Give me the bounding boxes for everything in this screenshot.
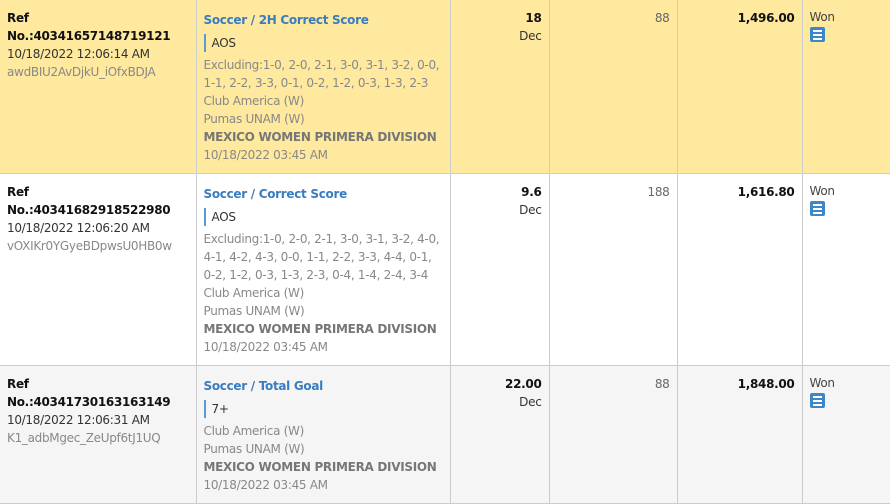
stake-cell: 88 [549,365,678,504]
match-time: 10/18/2022 03:45 AM [203,340,329,354]
odds-format: Dec [519,203,542,217]
excluding-scores: Excluding:1-0, 2-0, 2-1, 3-0, 3-1, 3-2, … [203,232,440,282]
league-name: MEXICO WOMEN PRIMERA DIVISION [203,322,437,336]
status-cell: Won [802,173,890,366]
market-link[interactable]: Soccer / Total Goal [203,379,324,393]
bet-token: vOXIKr0YGyeBDpwsU0HB0w [7,239,172,253]
status-text: Won [809,10,836,24]
ref-cell: Ref No.:40341730163163149 10/18/2022 12:… [0,365,197,504]
odds-value: 9.6 [521,185,542,199]
market-link[interactable]: Soccer / Correct Score [203,187,348,201]
away-team: Pumas UNAM (W) [203,112,305,126]
league-name: MEXICO WOMEN PRIMERA DIVISION [203,130,437,144]
selection: 7+ [203,400,443,418]
league-name: MEXICO WOMEN PRIMERA DIVISION [203,460,437,474]
away-team: Pumas UNAM (W) [203,304,305,318]
payout-cell: 1,848.00 [677,365,803,504]
ref-number: Ref No.:40341682918522980 [7,185,171,217]
status-text: Won [809,376,836,390]
odds-value: 22.00 [505,377,542,391]
match-time: 10/18/2022 03:45 AM [203,478,329,492]
receipt-icon[interactable] [809,393,825,408]
bet-token: awdBIU2AvDjkU_iOfxBDJA [7,65,156,79]
market-link[interactable]: Soccer / 2H Correct Score [203,13,369,27]
stake: 88 [654,11,670,25]
payout-cell: 1,496.00 [677,0,803,174]
payout: 1,616.80 [737,185,795,199]
away-team: Pumas UNAM (W) [203,442,305,456]
stake-cell: 88 [549,0,678,174]
bet-token: K1_adbMgec_ZeUpf6tJ1UQ [7,431,161,445]
selection-cell: Soccer / Correct Score AOS Excluding:1-0… [196,173,451,366]
bet-row: Ref No.:40341657148719121 10/18/2022 12:… [0,0,890,174]
selection-cell: Soccer / Total Goal 7+ Club America (W) … [196,365,451,504]
status-text: Won [809,184,836,198]
receipt-icon[interactable] [809,27,825,42]
payout-cell: 1,616.80 [677,173,803,366]
selection: AOS [203,34,443,52]
ref-cell: Ref No.:40341657148719121 10/18/2022 12:… [0,0,197,174]
ref-cell: Ref No.:40341682918522980 10/18/2022 12:… [0,173,197,366]
odds-cell: 18 Dec [450,0,550,174]
stake-cell: 188 [549,173,678,366]
payout: 1,496.00 [737,11,795,25]
selection-cell: Soccer / 2H Correct Score AOS Excluding:… [196,0,451,174]
stake: 188 [647,185,670,199]
status-cell: Won [802,0,890,174]
odds-format: Dec [519,29,542,43]
bet-row: Ref No.:40341682918522980 10/18/2022 12:… [0,173,890,366]
stake: 88 [654,377,670,391]
home-team: Club America (W) [203,286,305,300]
status-cell: Won [802,365,890,504]
receipt-icon[interactable] [809,201,825,216]
bet-datetime: 10/18/2022 12:06:14 AM [7,47,150,61]
payout: 1,848.00 [737,377,795,391]
ref-number: Ref No.:40341657148719121 [7,11,171,43]
selection: AOS [203,208,443,226]
home-team: Club America (W) [203,94,305,108]
odds-cell: 9.6 Dec [450,173,550,366]
match-time: 10/18/2022 03:45 AM [203,148,329,162]
bet-row: Ref No.:40341730163163149 10/18/2022 12:… [0,365,890,504]
bet-datetime: 10/18/2022 12:06:31 AM [7,413,150,427]
ref-number: Ref No.:40341730163163149 [7,377,171,409]
odds-value: 18 [525,11,542,25]
home-team: Club America (W) [203,424,305,438]
bet-datetime: 10/18/2022 12:06:20 AM [7,221,150,235]
excluding-scores: Excluding:1-0, 2-0, 2-1, 3-0, 3-1, 3-2, … [203,58,440,90]
odds-format: Dec [519,395,542,409]
odds-cell: 22.00 Dec [450,365,550,504]
